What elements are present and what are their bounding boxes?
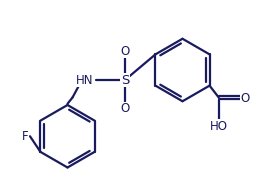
Text: S: S — [121, 74, 129, 86]
Text: HO: HO — [210, 120, 228, 133]
Text: F: F — [22, 130, 28, 143]
Text: O: O — [240, 92, 250, 105]
Text: O: O — [120, 45, 130, 58]
Text: O: O — [120, 102, 130, 115]
Text: HN: HN — [76, 74, 94, 86]
